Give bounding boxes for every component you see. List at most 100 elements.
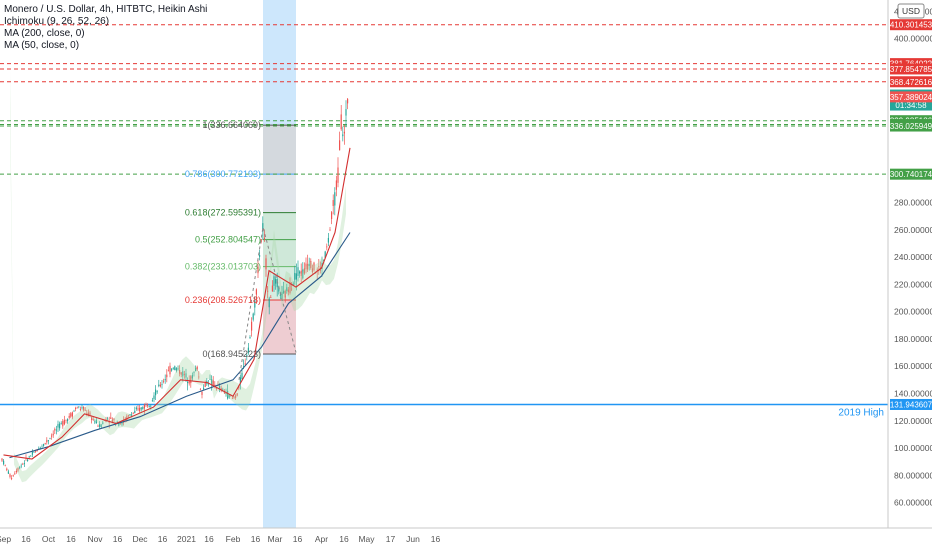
candle-body: [327, 237, 329, 243]
candle-body: [195, 367, 197, 372]
level-badge: [890, 19, 932, 31]
candle-body: [289, 282, 291, 293]
legend-ichimoku[interactable]: Ichimoku (9, 26, 52, 26): [4, 16, 110, 27]
y-tick-label: 280.000000: [894, 197, 932, 207]
candle-body: [11, 478, 13, 480]
candle-body: [57, 424, 59, 428]
candle-body: [132, 413, 134, 415]
fib-zone: [263, 174, 296, 213]
candle-body: [49, 438, 51, 440]
candle-body: [255, 289, 257, 295]
candle-body: [68, 415, 70, 418]
candle-body: [257, 266, 259, 274]
candle-body: [44, 442, 46, 444]
candle-body: [6, 468, 8, 471]
candle-body: [188, 381, 190, 384]
candle-body: [17, 468, 19, 471]
candle-body: [214, 384, 216, 387]
candle-body: [275, 279, 277, 284]
x-tick-label: 16: [204, 534, 214, 544]
candle-body: [171, 369, 173, 371]
candle-body: [342, 134, 344, 137]
candle-body: [14, 473, 16, 475]
candle-body: [313, 262, 315, 271]
legend-ma200[interactable]: MA (200, close, 0): [4, 28, 85, 39]
candle-body: [116, 421, 118, 423]
candle-body: [158, 384, 160, 387]
candle-body: [270, 297, 272, 298]
candle-body: [246, 355, 248, 356]
candle-body: [209, 378, 211, 380]
candle-body: [310, 260, 312, 269]
plot-area: [0, 0, 888, 528]
candle-body: [43, 443, 45, 446]
level-badge-label: 368.472616: [890, 78, 932, 87]
x-tick-label: 16: [66, 534, 76, 544]
currency-label: USD: [902, 6, 920, 16]
candle-body: [244, 363, 246, 365]
candle-body: [263, 237, 265, 240]
price-marker-badge: [890, 91, 932, 103]
candle-body: [305, 263, 307, 270]
level-badge: [890, 63, 932, 75]
candle-body: [30, 455, 32, 457]
candle-body: [316, 269, 318, 271]
candle-body: [134, 410, 136, 413]
candle-body: [159, 384, 161, 387]
legend-title[interactable]: Monero / U.S. Dollar, 4h, HITBTC, Heikin…: [4, 4, 208, 15]
x-tick-label: 16: [113, 534, 123, 544]
currency-button[interactable]: [897, 3, 925, 19]
countdown-badge: [890, 100, 932, 111]
candle-body: [33, 451, 35, 453]
chart-legend: Monero / U.S. Dollar, 4h, HITBTC, Heikin…: [4, 4, 207, 52]
candle-body: [46, 440, 48, 443]
candle-body: [65, 419, 67, 421]
y-tick-label: 120.000000: [894, 416, 932, 426]
x-tick-label: Sep: [0, 534, 11, 544]
candle-body: [164, 379, 166, 381]
candle-body: [241, 372, 243, 380]
candle-body: [92, 419, 94, 420]
candle-body: [332, 200, 334, 206]
y-tick-label: 140.000000: [894, 388, 932, 398]
x-tick-label: 17: [386, 534, 396, 544]
price-axis: 60.000000 80.000000 100.000000 120.000000 14…: [887, 0, 932, 528]
fib-zone: [263, 239, 296, 267]
candle-body: [174, 366, 176, 371]
ma-line: [3, 147, 351, 460]
candle-body: [78, 406, 80, 408]
candle-body: [292, 283, 294, 286]
candle-body: [156, 391, 158, 393]
candle-body: [307, 264, 309, 270]
candle-body: [62, 421, 64, 427]
y-tick-label: 160.000000: [894, 361, 932, 371]
candle-body: [286, 287, 288, 291]
level-badge-label: 131.943607: [890, 400, 932, 409]
level-badge-label: 410.301453: [890, 21, 932, 30]
candle-body: [308, 264, 310, 266]
candle-body: [87, 412, 89, 416]
candle-body: [198, 376, 200, 378]
candle-body: [71, 412, 73, 417]
candle-body: [38, 447, 40, 449]
candle-body: [271, 285, 273, 292]
candle-body: [59, 423, 61, 429]
x-tick-label: 16: [21, 534, 31, 544]
candle-body: [251, 321, 253, 331]
candle-body: [300, 270, 302, 276]
candle-body: [215, 388, 217, 389]
candle-body: [233, 396, 235, 398]
candle-body: [273, 276, 275, 286]
x-tick-label: May: [358, 534, 375, 544]
candle-body: [118, 423, 120, 426]
y-tick-label: 180.000000: [894, 334, 932, 344]
candle-body: [35, 450, 37, 452]
candle-body: [247, 347, 249, 353]
candle-body: [97, 425, 99, 427]
candle-body: [299, 271, 301, 274]
candle-body: [187, 382, 189, 384]
legend-ma50[interactable]: MA (50, close, 0): [4, 40, 80, 51]
x-tick-label: Jun: [406, 534, 420, 544]
candle-body: [147, 405, 149, 406]
